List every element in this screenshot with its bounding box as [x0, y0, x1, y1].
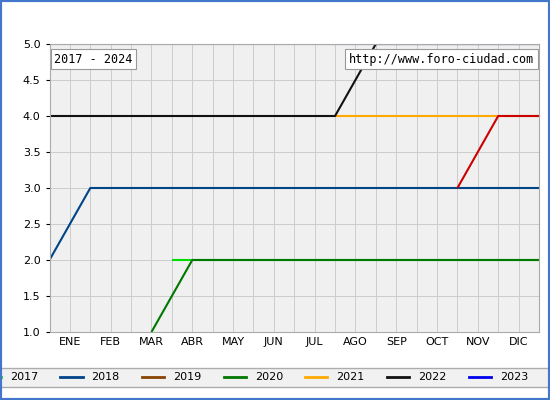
Text: Evolucion num de emigrantes en Tiétar: Evolucion num de emigrantes en Tiétar — [124, 10, 426, 26]
Legend: 2017, 2018, 2019, 2020, 2021, 2022, 2023, 2024: 2017, 2018, 2019, 2020, 2021, 2022, 2023… — [0, 368, 550, 387]
Text: http://www.foro-ciudad.com: http://www.foro-ciudad.com — [349, 53, 534, 66]
Text: 2017 - 2024: 2017 - 2024 — [54, 53, 133, 66]
